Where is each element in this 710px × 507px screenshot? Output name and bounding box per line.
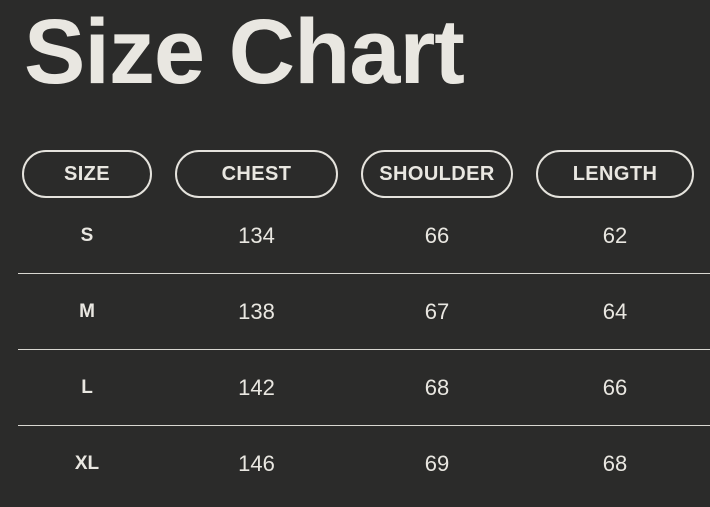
header-pill-size: SIZE [22, 150, 152, 198]
row-divider [18, 425, 710, 426]
shoulder-cell: 68 [424, 374, 450, 400]
table-header-row: SIZE CHEST SHOULDER LENGTH [0, 150, 710, 198]
row-divider [18, 273, 710, 274]
length-cell: 64 [602, 298, 628, 324]
table-row-s: S 134 66 62 [0, 198, 710, 273]
shoulder-cell: 67 [424, 298, 450, 324]
size-cell: XL [74, 452, 100, 474]
length-cell: 68 [602, 450, 628, 476]
chest-cell: 134 [238, 222, 275, 248]
row-divider [18, 349, 710, 350]
chest-cell: 146 [238, 450, 275, 476]
shoulder-cell: 66 [424, 222, 450, 248]
page-title: Size Chart [24, 1, 465, 103]
length-cell: 62 [602, 222, 628, 248]
header-label-shoulder: SHOULDER [379, 162, 495, 185]
header-pill-chest: CHEST [175, 150, 338, 198]
header-label-length: LENGTH [572, 162, 658, 185]
size-cell: S [80, 224, 94, 246]
header-label-size: SIZE [63, 162, 111, 185]
shoulder-cell: 69 [424, 450, 450, 476]
chest-cell: 142 [238, 374, 275, 400]
table-row-xl: XL 146 69 68 [0, 426, 710, 501]
size-cell: M [79, 300, 95, 322]
header-pill-length: LENGTH [536, 150, 694, 198]
table-row-m: M 138 67 64 [0, 274, 710, 349]
header-label-chest: CHEST [221, 162, 292, 185]
table-row-l: L 142 68 66 [0, 350, 710, 425]
header-pill-shoulder: SHOULDER [361, 150, 513, 198]
size-chart-panel: Size Chart SIZE CHEST SHOULDER LENGTH S … [0, 6, 710, 507]
chest-cell: 138 [238, 298, 275, 324]
size-cell: L [81, 376, 93, 398]
length-cell: 66 [602, 374, 628, 400]
